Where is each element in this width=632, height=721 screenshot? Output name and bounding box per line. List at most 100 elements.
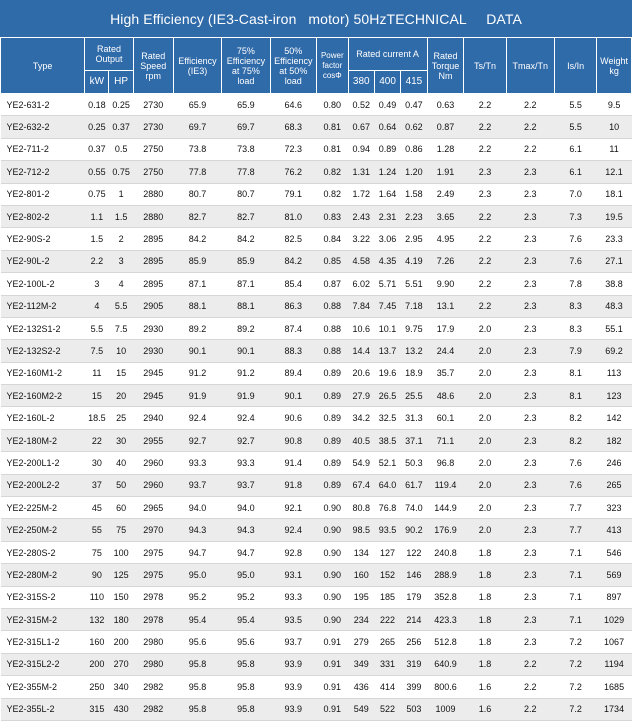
cell-type: YE2-160M1-2 <box>0 362 85 386</box>
cell-rated-torque: 96.8 <box>427 451 464 475</box>
cell-type: YE2-250M-2 <box>0 518 85 542</box>
cell-current-415: 319 <box>400 653 428 677</box>
cell-is-in: 7.6 <box>554 250 597 274</box>
header-rated-current: Rated current A <box>347 37 428 71</box>
cell-efficiency-75: 95.8 <box>221 698 271 721</box>
cell-tmax-tn: 2.2 <box>506 653 555 677</box>
cell-current-415: 37.1 <box>400 429 428 453</box>
cell-current-400: 38.5 <box>374 429 401 453</box>
cell-rated-torque: 48.6 <box>427 384 464 408</box>
cell-power-factor: 0.85 <box>316 250 349 274</box>
cell-rated-speed: 2970 <box>133 518 174 542</box>
cell-rated-torque: 800.6 <box>427 675 464 699</box>
cell-type: YE2-132S1-2 <box>0 317 85 341</box>
cell-current-400: 0.49 <box>374 93 401 117</box>
cell-type: YE2-160L-2 <box>0 406 85 430</box>
cell-power-factor: 0.89 <box>316 362 349 386</box>
cell-rated-speed: 2945 <box>133 362 174 386</box>
cell-type: YE2-160M2-2 <box>0 384 85 408</box>
cell-ts-tn: 2.3 <box>463 183 507 206</box>
header-hp: HP <box>108 70 134 94</box>
cell-efficiency-50: 76.2 <box>270 160 317 184</box>
cell-efficiency-50: 90.6 <box>270 406 317 430</box>
cell-is-in: 7.1 <box>554 563 597 587</box>
cell-current-380: 14.4 <box>348 339 375 363</box>
cell-ts-tn: 1.8 <box>463 563 507 587</box>
cell-rated-speed: 2960 <box>133 474 174 498</box>
cell-efficiency-50: 93.3 <box>270 586 317 609</box>
cell-hp: 100 <box>108 541 134 565</box>
cell-hp: 430 <box>108 698 134 721</box>
cell-efficiency-ie3: 73.8 <box>173 138 222 162</box>
cell-ts-tn: 2.2 <box>463 205 507 229</box>
cell-current-380: 40.5 <box>348 429 375 453</box>
cell-current-380: 134 <box>348 541 375 565</box>
cell-type: YE2-631-2 <box>0 93 85 117</box>
cell-power-factor: 0.89 <box>316 429 349 453</box>
cell-rated-speed: 2895 <box>133 227 174 251</box>
cell-ts-tn: 2.0 <box>463 474 507 498</box>
cell-power-factor: 0.82 <box>316 183 349 206</box>
cell-current-400: 76.8 <box>374 496 401 520</box>
cell-type: YE2-355M-2 <box>0 675 85 699</box>
cell-rated-torque: 119.4 <box>427 474 464 498</box>
header-current-380: 380 <box>347 70 375 94</box>
cell-is-in: 5.5 <box>554 115 597 139</box>
cell-rated-speed: 2980 <box>133 653 174 677</box>
cell-hp: 270 <box>108 653 134 677</box>
cell-current-380: 34.2 <box>348 406 375 430</box>
cell-tmax-tn: 2.3 <box>506 227 555 251</box>
cell-current-415: 122 <box>400 541 428 565</box>
table-row: YE2-315L1-2 160 200 2980 95.6 95.6 93.7 0.91 279… <box>0 630 632 654</box>
cell-type: YE2-280M-2 <box>0 563 85 587</box>
cell-power-factor: 0.90 <box>316 586 349 609</box>
cell-efficiency-ie3: 91.9 <box>173 384 222 408</box>
cell-weight: 265 <box>596 474 632 498</box>
cell-efficiency-50: 82.5 <box>270 227 317 251</box>
cell-rated-torque: 144.9 <box>427 496 464 520</box>
cell-current-400: 4.35 <box>374 250 401 274</box>
cell-tmax-tn: 2.2 <box>506 115 555 139</box>
cell-weight: 1029 <box>596 608 632 632</box>
table-row: YE2-200L2-2 37 50 2960 93.7 93.7 91.8 0.89 67.4 6… <box>0 474 632 498</box>
cell-hp: 60 <box>108 496 134 520</box>
cell-efficiency-ie3: 94.0 <box>173 496 222 520</box>
cell-rated-torque: 288.9 <box>427 563 464 587</box>
table-row: YE2-160M1-2 11 15 2945 91.2 91.2 89.4 0.89 20.6 1… <box>0 362 632 386</box>
cell-efficiency-50: 72.3 <box>270 138 317 162</box>
cell-efficiency-50: 91.4 <box>270 451 317 475</box>
cell-rated-torque: 4.95 <box>427 227 464 251</box>
cell-efficiency-ie3: 92.4 <box>173 406 222 430</box>
cell-kw: 132 <box>84 608 109 632</box>
cell-hp: 125 <box>108 563 134 587</box>
cell-current-380: 80.8 <box>348 496 375 520</box>
cell-rated-speed: 2945 <box>133 384 174 408</box>
cell-weight: 9.5 <box>596 93 632 117</box>
cell-rated-speed: 2895 <box>133 272 174 296</box>
cell-type: YE2-180M-2 <box>0 429 85 453</box>
header-power-factor: Power factor cosΦ <box>315 37 349 94</box>
cell-power-factor: 0.90 <box>316 608 349 632</box>
cell-ts-tn: 2.2 <box>463 138 507 162</box>
cell-type: YE2-200L1-2 <box>0 451 85 475</box>
cell-current-380: 54.9 <box>348 451 375 475</box>
cell-efficiency-ie3: 93.3 <box>173 451 222 475</box>
cell-rated-torque: 24.4 <box>427 339 464 363</box>
cell-type: YE2-315S-2 <box>0 586 85 609</box>
cell-ts-tn: 2.3 <box>463 160 507 184</box>
cell-current-380: 10.6 <box>348 317 375 341</box>
cell-weight: 323 <box>596 496 632 520</box>
cell-efficiency-50: 86.3 <box>270 295 317 318</box>
cell-weight: 48.3 <box>596 295 632 318</box>
cell-rated-speed: 2880 <box>133 183 174 206</box>
cell-tmax-tn: 2.3 <box>506 474 555 498</box>
cell-efficiency-75: 93.7 <box>221 474 271 498</box>
cell-rated-speed: 2982 <box>133 675 174 699</box>
cell-rated-torque: 7.26 <box>427 250 464 274</box>
cell-current-380: 67.4 <box>348 474 375 498</box>
cell-power-factor: 0.80 <box>316 93 349 117</box>
cell-current-380: 279 <box>348 630 375 654</box>
technical-data-table: Type Rated Output Rated Speed rpm Effici… <box>0 37 632 721</box>
cell-efficiency-ie3: 95.8 <box>173 653 222 677</box>
cell-is-in: 7.1 <box>554 608 597 632</box>
